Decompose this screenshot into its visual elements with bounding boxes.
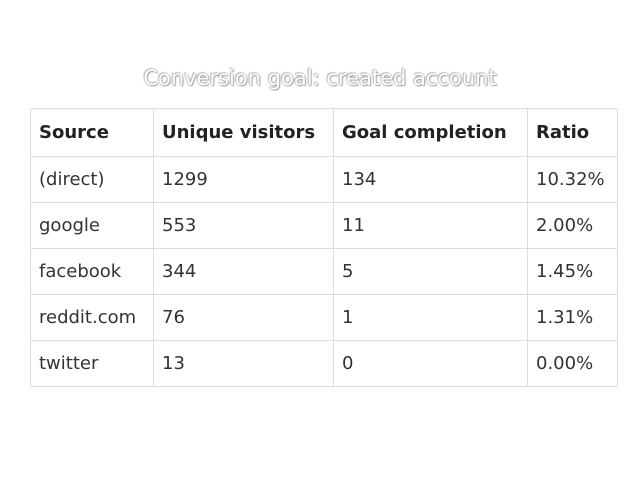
cell-unique-visitors: 13 [153,340,334,387]
cell-unique-visitors: 1299 [153,156,334,203]
header-row: Source Unique visitors Goal completion R… [30,108,618,157]
table-title: Conversion goal: created account [143,66,497,90]
table-row: (direct) 1299 134 10.32% [30,156,618,203]
cell-source: google [30,202,154,249]
cell-ratio: 1.45% [527,248,618,295]
cell-unique-visitors: 344 [153,248,334,295]
cell-ratio: 2.00% [527,202,618,249]
column-header-goal-completion: Goal completion [333,108,528,157]
cell-goal-completion: 1 [333,294,528,341]
column-header-ratio: Ratio [527,108,618,157]
table-row: twitter 13 0 0.00% [30,340,618,387]
cell-ratio: 1.31% [527,294,618,341]
cell-goal-completion: 11 [333,202,528,249]
cell-unique-visitors: 553 [153,202,334,249]
cell-goal-completion: 0 [333,340,528,387]
column-header-source: Source [30,108,154,157]
cell-goal-completion: 134 [333,156,528,203]
cell-source: reddit.com [30,294,154,341]
cell-goal-completion: 5 [333,248,528,295]
table-row: reddit.com 76 1 1.31% [30,294,618,341]
table-row: facebook 344 5 1.45% [30,248,618,295]
column-header-unique-visitors: Unique visitors [153,108,334,157]
table-row: google 553 11 2.00% [30,202,618,249]
cell-source: facebook [30,248,154,295]
conversion-table: Source Unique visitors Goal completion R… [30,108,618,387]
cell-source: twitter [30,340,154,387]
cell-unique-visitors: 76 [153,294,334,341]
cell-ratio: 0.00% [527,340,618,387]
cell-source: (direct) [30,156,154,203]
cell-ratio: 10.32% [527,156,618,203]
